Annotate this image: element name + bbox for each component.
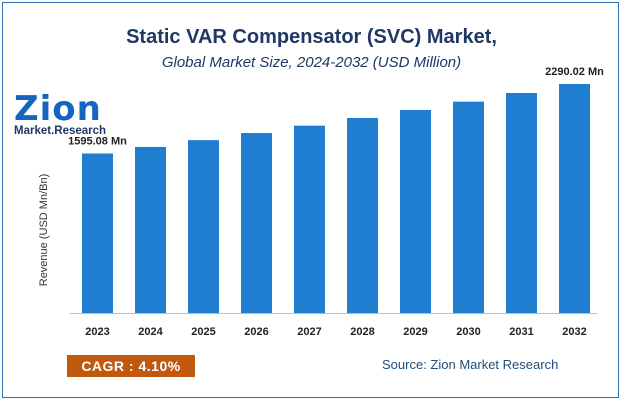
bar-2025	[188, 140, 219, 313]
bar-2031	[506, 93, 537, 313]
zion-logo: Zion Market.Research	[14, 89, 132, 143]
x-tick-label: 2029	[403, 326, 427, 338]
bar-2029	[400, 109, 431, 314]
bar-2024	[135, 146, 166, 313]
bar-2027	[294, 125, 325, 313]
cagr-label: CAGR :	[81, 358, 135, 374]
bar-2028	[347, 117, 378, 314]
source-text: Source: Zion Market Research	[382, 357, 559, 372]
chart-subtitle: Global Market Size, 2024-2032 (USD Milli…	[161, 54, 462, 71]
cagr-value: 4.10%	[138, 358, 181, 374]
x-tick-label: 2024	[138, 326, 163, 338]
cagr-badge: CAGR : 4.10%	[67, 355, 195, 377]
x-tick-label: 2023	[85, 326, 109, 338]
x-tick-label: 2027	[297, 326, 321, 338]
x-tick-label: 2025	[191, 326, 215, 338]
bar-2032	[559, 83, 590, 313]
bar-2023	[82, 153, 113, 313]
logo-sub-text: Market.Research	[14, 125, 107, 137]
data-label: 2290.02 Mn	[545, 66, 604, 78]
logo-main-text: Zion	[14, 89, 102, 129]
bar-2030	[453, 101, 484, 313]
x-tick-label: 2031	[509, 326, 533, 338]
x-tick-label: 2030	[456, 326, 480, 338]
x-tick-label: 2032	[562, 326, 586, 338]
bar-2026	[241, 133, 272, 313]
data-label: 1595.08 Mn	[68, 135, 127, 147]
chart-title: Static VAR Compensator (SVC) Market,	[126, 26, 497, 48]
x-tick-label: 2028	[350, 326, 374, 338]
x-tick-label: 2026	[244, 326, 268, 338]
